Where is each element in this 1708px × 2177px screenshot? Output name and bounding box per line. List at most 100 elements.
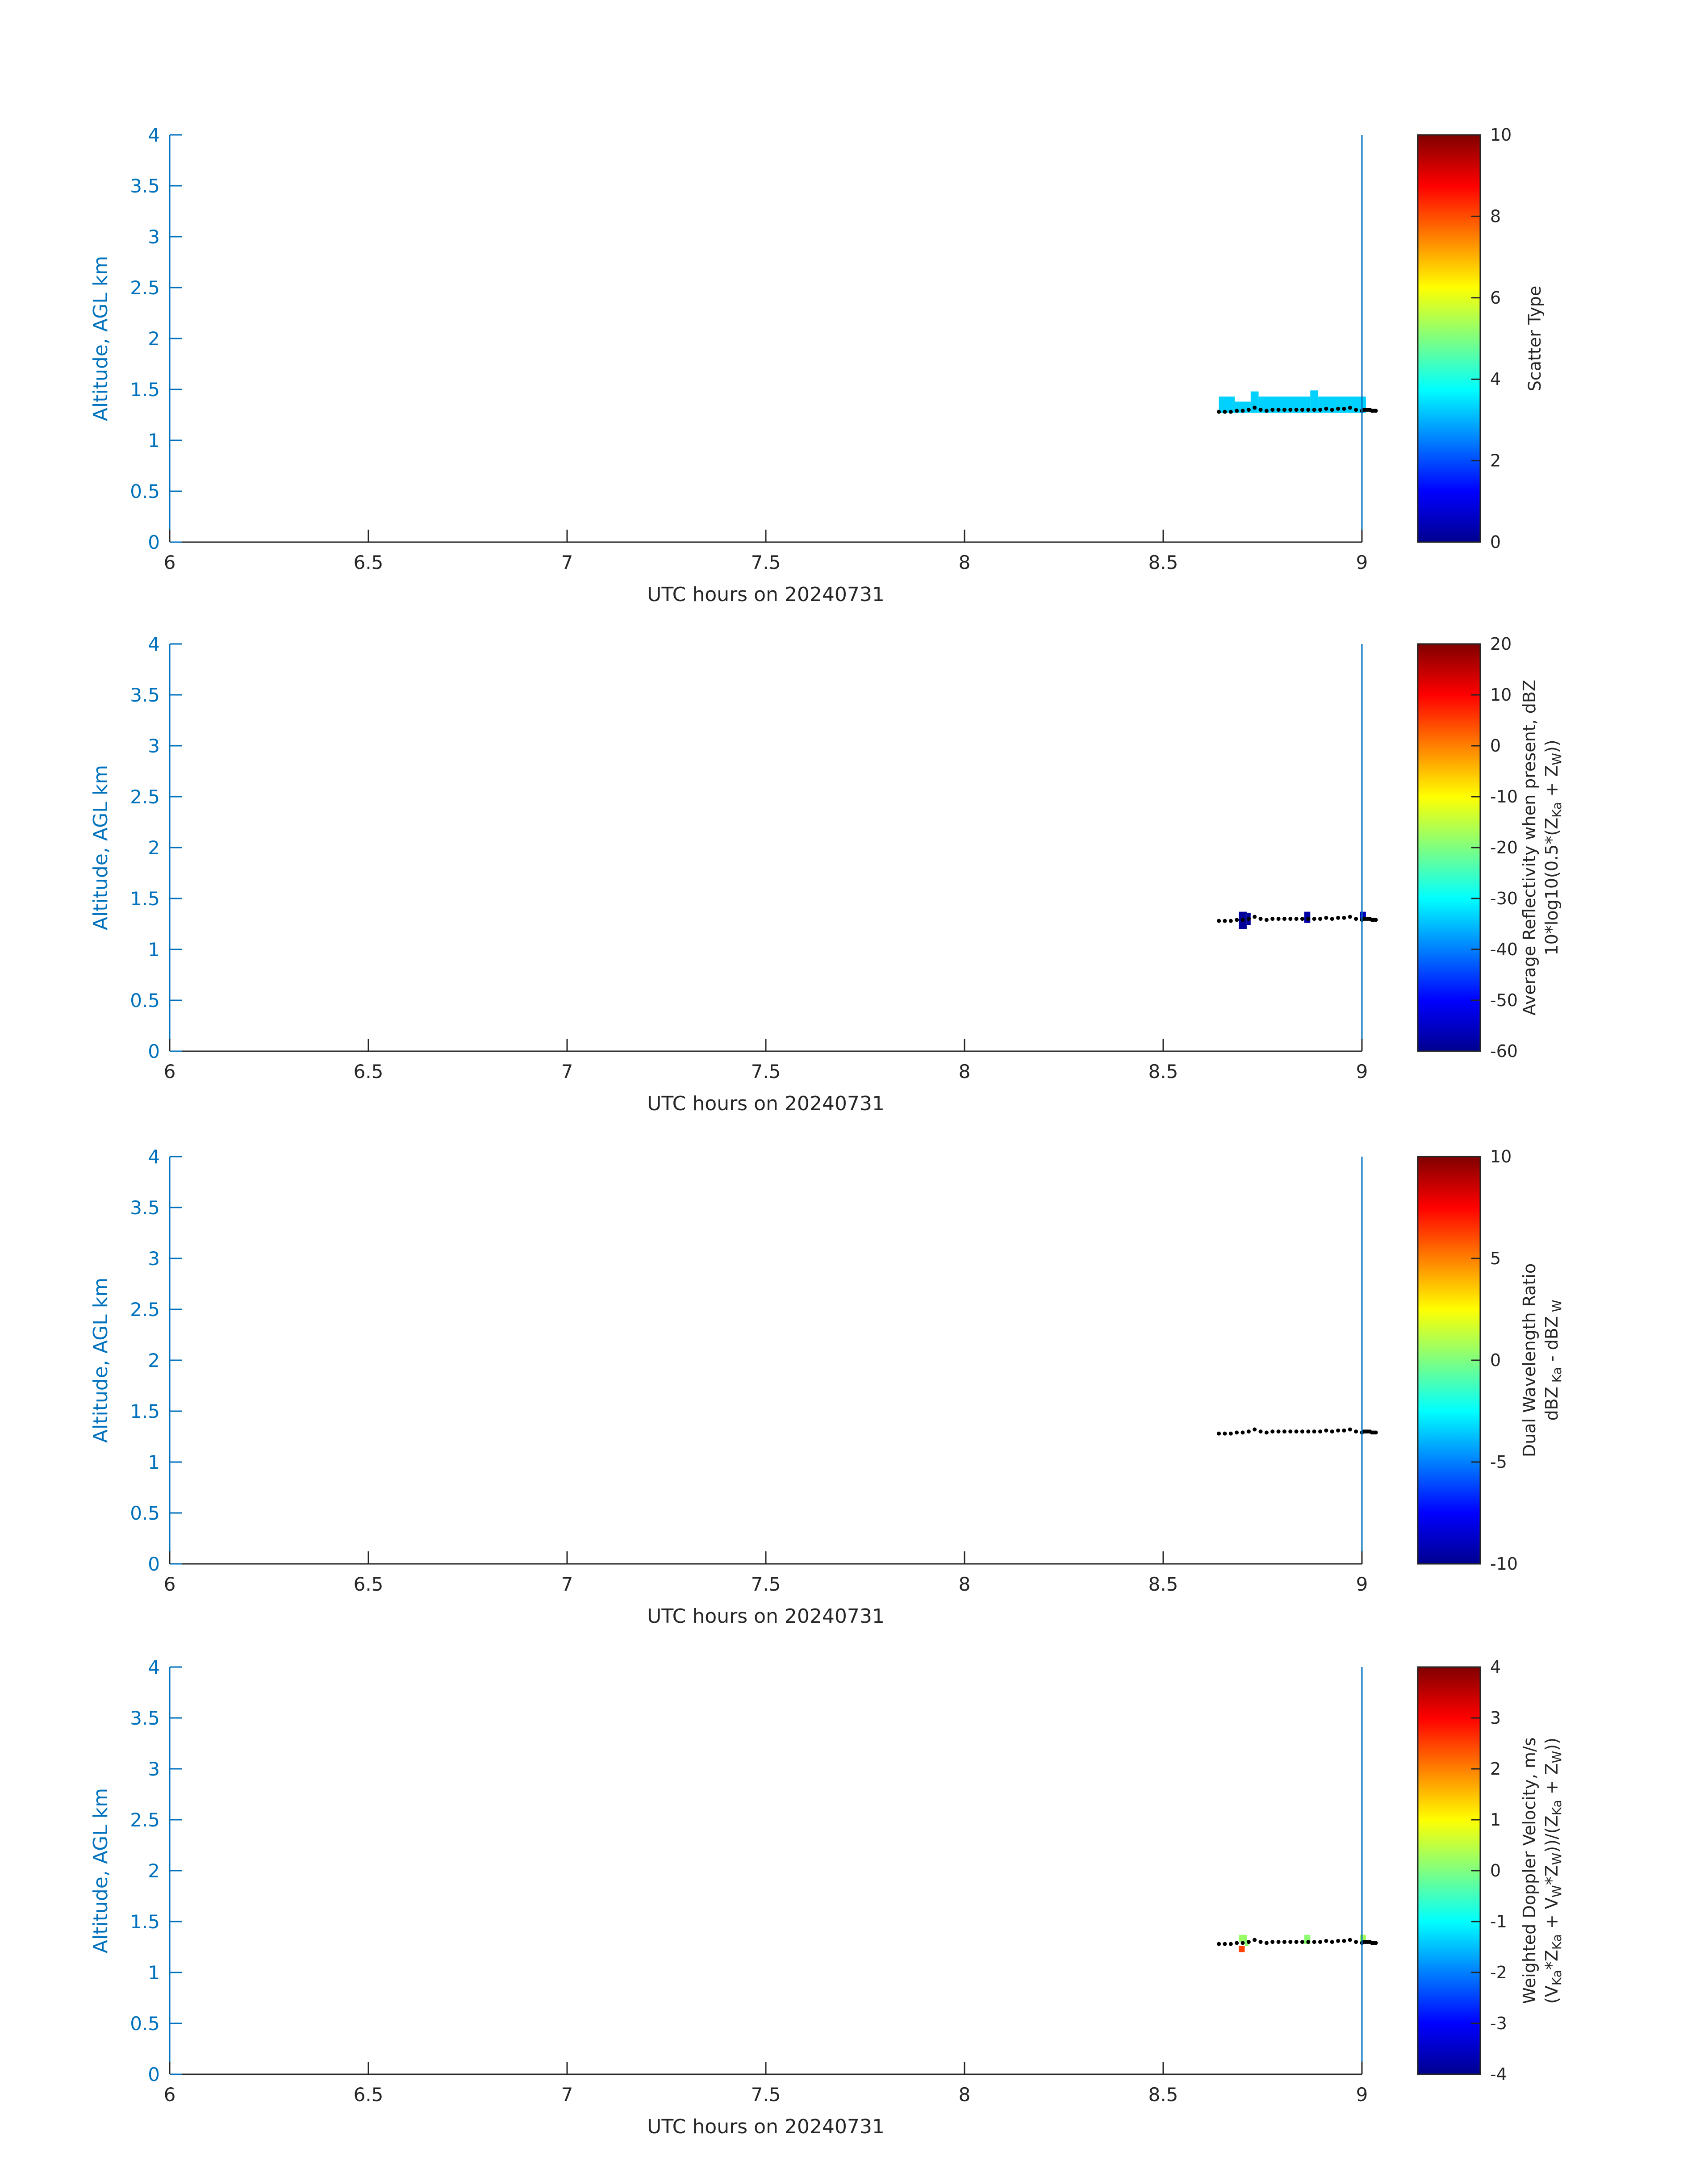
y-tick-label: 1 <box>148 430 160 451</box>
height-trace-point <box>1253 1938 1257 1942</box>
height-trace-point <box>1217 919 1221 923</box>
plot-area <box>170 644 1362 1051</box>
height-trace-point <box>1264 409 1269 413</box>
height-trace-point <box>1258 917 1263 921</box>
height-trace-point <box>1258 1429 1263 1434</box>
x-tick-label: 6 <box>164 552 176 573</box>
colorbar-tick-label: 5 <box>1490 1249 1501 1268</box>
colorbar-label-segment: (V <box>1542 1985 1562 2004</box>
height-trace-point <box>1306 917 1311 921</box>
y-axis-label: Altitude, AGL km <box>89 1278 112 1443</box>
panel-1: 0 0.5 1 1.5 2 2.5 3 3.5 4 6 6.5 7 7.5 8 8.5 9 UTC hours … <box>89 124 1545 606</box>
height-trace-point <box>1217 1942 1221 1946</box>
height-trace-point <box>1228 1942 1233 1946</box>
y-tick-label: 2 <box>148 328 160 350</box>
colorbar-tick-label: -5 <box>1490 1452 1507 1472</box>
x-tick-label: 7 <box>561 1573 573 1595</box>
colorbar-label-segment: + V <box>1542 1897 1562 1934</box>
colorbar-label-segment: )) <box>1542 1738 1562 1751</box>
height-trace-point <box>1223 409 1227 414</box>
height-trace-point <box>1235 918 1239 922</box>
height-trace-point <box>1354 408 1358 412</box>
height-trace-point <box>1324 406 1328 411</box>
height-trace-point <box>1253 405 1257 410</box>
colorbar-tick-label: -20 <box>1490 838 1518 857</box>
colorbar-tick-label: -10 <box>1490 787 1518 806</box>
colorbar-tick-label: 6 <box>1490 288 1501 308</box>
height-trace-point <box>1264 918 1269 922</box>
plot-area <box>170 1157 1362 1564</box>
colorbar-tick-label: -1 <box>1490 1912 1507 1931</box>
height-trace-point <box>1264 1430 1269 1435</box>
x-tick-label: 7.5 <box>751 2084 781 2106</box>
height-trace-point <box>1318 917 1323 921</box>
panel-4: 0 0.5 1 1.5 2 2.5 3 3.5 4 6 6.5 7 7.5 8 8.5 9 UTC hours … <box>89 1656 1564 2138</box>
height-trace-point <box>1374 1941 1378 1945</box>
height-trace-point <box>1336 406 1341 411</box>
colorbar: -10 -5 0 5 10 Dual Wavelength Ratio dBZ Ka - d… <box>1417 1147 1564 1574</box>
height-trace-point <box>1330 1940 1334 1944</box>
height-trace-point <box>1235 1430 1239 1435</box>
x-axis-label: UTC hours on 20240731 <box>647 1092 885 1115</box>
x-tick-label: 7.5 <box>751 552 781 573</box>
colorbar-tick-label: 4 <box>1490 369 1501 389</box>
height-trace-point <box>1300 1429 1304 1434</box>
height-trace-point <box>1300 917 1304 921</box>
height-trace-point <box>1318 1940 1323 1944</box>
y-tick-label: 1 <box>148 1451 160 1473</box>
height-trace-point <box>1312 917 1316 921</box>
height-trace-point <box>1270 408 1275 412</box>
x-tick-label: 6.5 <box>354 1573 384 1595</box>
height-trace-point <box>1246 1429 1251 1434</box>
y-tick-label: 3 <box>148 735 160 757</box>
panel-3: 0 0.5 1 1.5 2 2.5 3 3.5 4 6 6.5 7 7.5 8 8.5 9 UTC hours … <box>89 1146 1564 1628</box>
x-tick-label: 8 <box>959 1573 971 1595</box>
colorbar-tick-label: -3 <box>1490 2014 1507 2033</box>
y-tick-label: 3.5 <box>130 1707 160 1729</box>
colorbar-tick-label: 10 <box>1490 1147 1512 1166</box>
data-cell <box>1219 396 1235 413</box>
height-trace-point <box>1342 1428 1346 1433</box>
height-trace-point <box>1318 1429 1323 1434</box>
colorbar-label-segment: - dBZ <box>1542 1316 1562 1367</box>
height-trace-point <box>1374 409 1378 413</box>
y-tick-label: 1.5 <box>130 379 160 401</box>
height-trace-point <box>1288 1940 1293 1944</box>
x-tick-label: 9 <box>1356 552 1368 573</box>
colorbar-tick-label: 0 <box>1490 736 1501 756</box>
height-trace-point <box>1354 917 1358 921</box>
plot-area <box>170 135 1362 542</box>
y-axis-label: Altitude, AGL km <box>89 765 112 930</box>
height-trace-point <box>1264 1941 1269 1945</box>
height-trace-point <box>1246 917 1251 921</box>
colorbar-label-segment: Ka <box>1549 1367 1564 1387</box>
height-trace-point <box>1276 917 1281 921</box>
colorbar-tick-label: 3 <box>1490 1708 1501 1728</box>
colorbar-tick-label: -10 <box>1490 1554 1518 1574</box>
colorbar-tick-label: 0 <box>1490 1861 1501 1880</box>
colorbar-tick-label: 1 <box>1490 1810 1501 1830</box>
height-trace-point <box>1235 1941 1239 1945</box>
y-tick-label: 2.5 <box>130 1809 160 1831</box>
height-trace-point <box>1288 1429 1293 1434</box>
colorbar-label-segment: Ka <box>1549 1934 1564 1950</box>
height-trace-point <box>1270 917 1275 921</box>
height-trace-point <box>1294 917 1299 921</box>
y-tick-label: 1.5 <box>130 1911 160 1933</box>
height-trace-point <box>1282 1429 1286 1434</box>
x-tick-label: 8.5 <box>1148 552 1178 573</box>
height-trace-point <box>1294 1940 1299 1944</box>
x-tick-label: 6.5 <box>354 1061 384 1082</box>
height-trace-point <box>1228 409 1233 414</box>
height-trace-point <box>1342 406 1346 411</box>
height-trace-point <box>1300 1940 1304 1944</box>
height-trace-point <box>1270 1429 1275 1434</box>
y-tick-label: 1.5 <box>130 888 160 910</box>
height-trace-point <box>1246 408 1251 412</box>
colorbar-tick-label: -50 <box>1490 990 1518 1010</box>
x-tick-label: 8 <box>959 2084 971 2106</box>
height-trace-point <box>1288 917 1293 921</box>
colorbar-label-segment: Ka <box>1549 802 1564 818</box>
height-trace-point <box>1282 917 1286 921</box>
